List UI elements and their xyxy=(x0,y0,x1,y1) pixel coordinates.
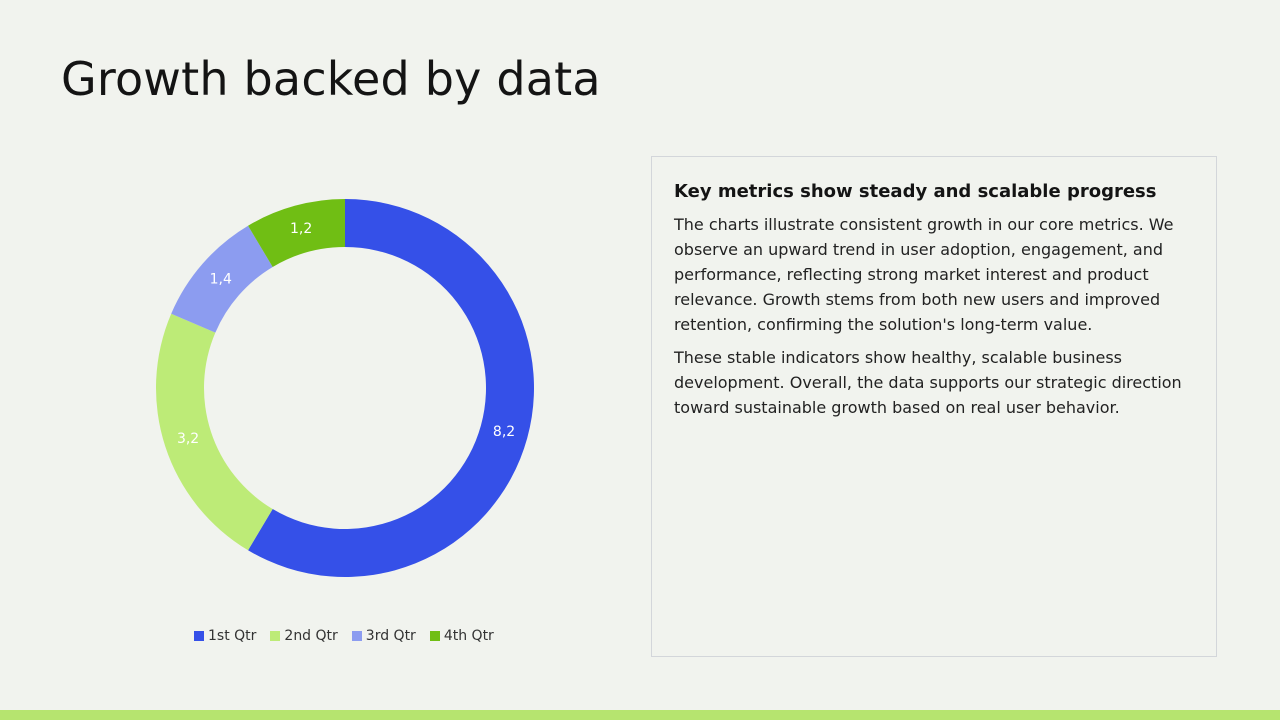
panel-paragraph-1: The charts illustrate consistent growth … xyxy=(674,215,1174,334)
legend-item-4th-qtr: 4th Qtr xyxy=(429,628,494,644)
legend-swatch xyxy=(270,631,281,641)
doughnut-chart-svg: 8,2 3,2 1,4 1,2 xyxy=(156,199,534,577)
data-label-3rd-qtr: 1,4 xyxy=(210,271,232,287)
legend-item-1st-qtr: 1st Qtr xyxy=(194,628,256,644)
slice-3rd-qtr xyxy=(171,225,273,333)
data-label-1st-qtr: 8,2 xyxy=(493,424,515,440)
slide-title: Growth backed by data xyxy=(61,52,601,106)
legend-item-2nd-qtr: 2nd Qtr xyxy=(270,628,338,644)
panel-paragraph-2: These stable indicators show healthy, sc… xyxy=(674,348,1182,417)
legend-label: 1st Qtr xyxy=(208,628,257,644)
chart-legend: 1st Qtr 2nd Qtr 3rd Qtr 4th Qtr xyxy=(194,626,494,646)
data-label-2nd-qtr: 3,2 xyxy=(177,431,199,447)
key-metrics-panel: Key metrics show steady and scalable pro… xyxy=(651,156,1217,657)
legend-swatch xyxy=(351,631,362,641)
doughnut-chart: 8,2 3,2 1,4 1,2 xyxy=(140,180,560,660)
slice-4th-qtr xyxy=(248,199,345,267)
legend-swatch xyxy=(429,631,440,641)
legend-label: 4th Qtr xyxy=(443,628,494,644)
legend-item-3rd-qtr: 3rd Qtr xyxy=(351,628,416,644)
panel-heading: Key metrics show steady and scalable pro… xyxy=(674,181,1157,202)
legend-label: 2nd Qtr xyxy=(284,628,338,644)
slice-1st-qtr xyxy=(248,199,534,577)
legend-swatch xyxy=(194,631,204,641)
slice-2nd-qtr xyxy=(156,313,273,551)
accent-bottom-bar xyxy=(0,710,1280,720)
data-label-4th-qtr: 1,2 xyxy=(290,221,312,237)
legend-label: 3rd Qtr xyxy=(365,628,416,644)
